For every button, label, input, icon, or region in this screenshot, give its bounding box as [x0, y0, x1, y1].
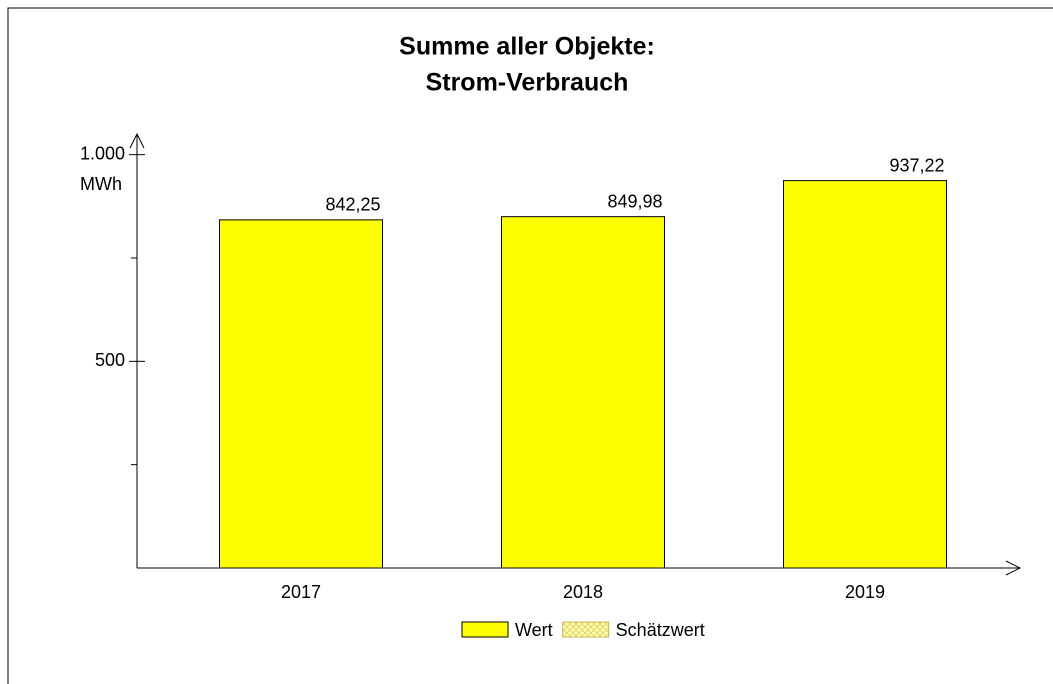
- legend-label: Wert: [515, 620, 553, 640]
- y-tick-label: 1.000: [80, 143, 125, 163]
- value-label: 849,98: [607, 191, 662, 211]
- bar: [219, 219, 383, 569]
- bar: [501, 216, 665, 569]
- legend-swatch: [562, 621, 610, 638]
- legend-swatch: [461, 621, 509, 638]
- x-tick-label: 2019: [845, 582, 885, 602]
- legend-label: Schätzwert: [616, 620, 705, 640]
- x-axis-arrow: [1005, 560, 1022, 576]
- x-tick-label: 2018: [563, 582, 603, 602]
- y-tick-label: 500: [95, 350, 125, 370]
- bar: [783, 180, 947, 569]
- chart-title: Summe aller Objekte:: [399, 33, 655, 61]
- frame: [7, 7, 1053, 684]
- value-label: 842,25: [325, 195, 380, 215]
- chart-title: Strom-Verbrauch: [426, 69, 629, 97]
- y-unit: MWh: [80, 174, 122, 194]
- x-tick-label: 2017: [281, 582, 321, 602]
- y-axis-arrow: [129, 132, 145, 149]
- value-label: 937,22: [889, 155, 944, 175]
